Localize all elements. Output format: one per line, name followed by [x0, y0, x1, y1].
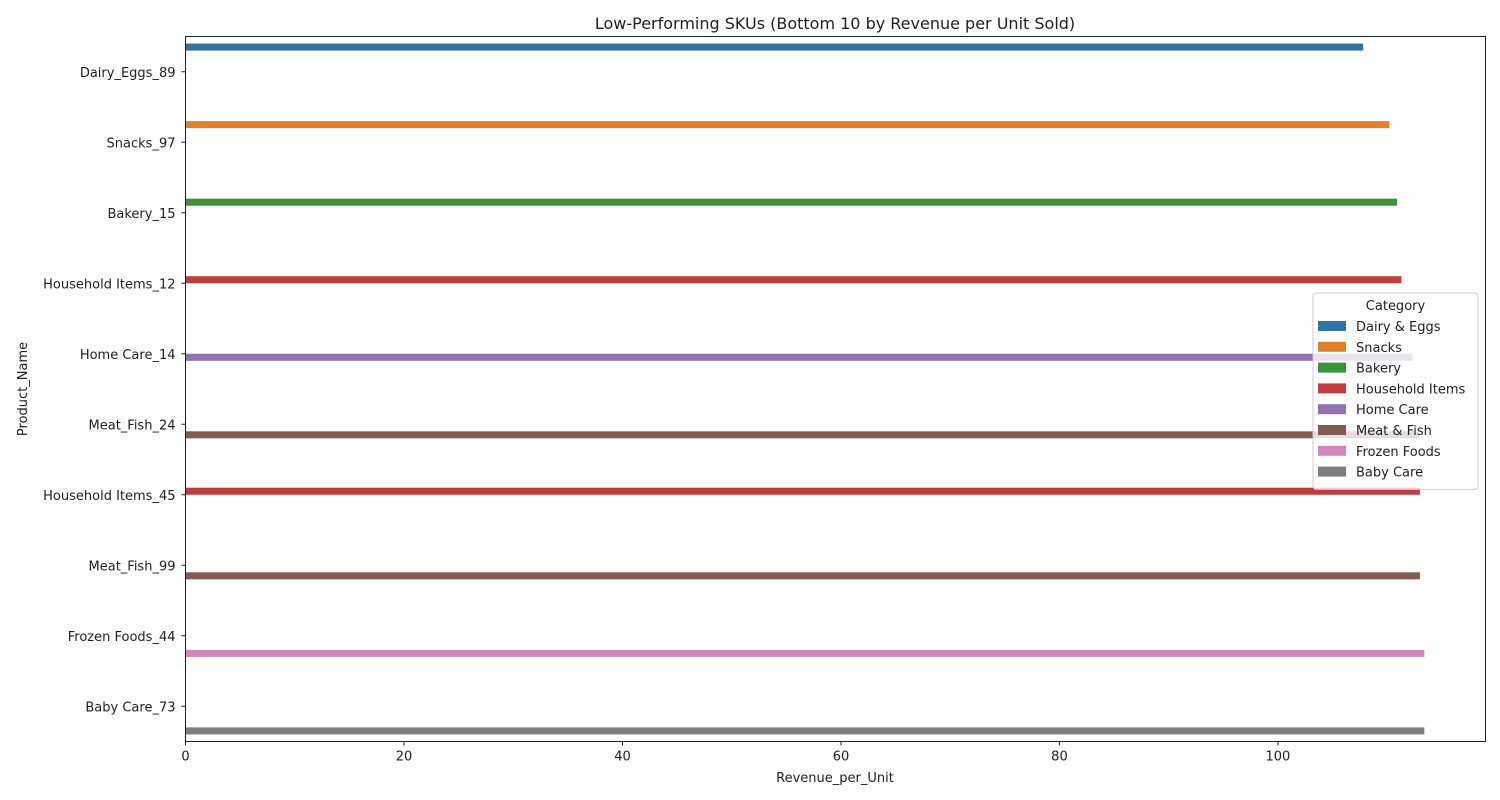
y-tick-label: Frozen Foods_44	[68, 630, 176, 645]
y-tick-label: Meat_Fish_99	[89, 559, 176, 574]
y-tick-label: Household Items_12	[43, 277, 175, 292]
y-tick-label: Home Care_14	[80, 348, 176, 363]
y-tick-label: Baby Care_73	[85, 700, 175, 715]
legend-swatch	[1318, 383, 1346, 394]
bar	[185, 649, 1425, 657]
legend-swatch	[1318, 362, 1346, 373]
legend-label: Home Care	[1356, 403, 1429, 418]
bar	[185, 727, 1425, 735]
legend-label: Meat & Fish	[1356, 424, 1432, 439]
bar	[185, 487, 1420, 495]
y-tick-label: Dairy_Eggs_89	[80, 66, 176, 81]
y-axis: Dairy_Eggs_89 Snacks_97 Bakery_15 Household…	[43, 66, 186, 715]
bar	[185, 276, 1402, 284]
x-axis: 0 20 40 60 80 100	[181, 741, 1291, 765]
bar	[185, 572, 1420, 580]
legend-swatch	[1318, 341, 1346, 352]
x-tick-label: 80	[1051, 750, 1068, 765]
x-tick-label: 60	[833, 750, 850, 765]
x-axis-title: Revenue_per_Unit	[776, 771, 894, 786]
bars-layer	[185, 43, 1425, 735]
bar	[185, 353, 1413, 361]
x-tick-label: 20	[396, 750, 413, 765]
bar	[185, 43, 1364, 51]
legend-swatch	[1318, 466, 1346, 477]
chart-title: Low-Performing SKUs (Bottom 10 by Revenu…	[595, 14, 1075, 33]
legend-label: Bakery	[1356, 362, 1401, 377]
legend-label: Household Items	[1356, 382, 1466, 397]
x-tick-label: 0	[181, 750, 189, 765]
x-tick-label: 100	[1266, 750, 1291, 765]
y-tick-label: Meat_Fish_24	[89, 418, 176, 433]
bar	[185, 431, 1419, 439]
legend-label: Baby Care	[1356, 466, 1423, 481]
legend-swatch	[1318, 404, 1346, 415]
legend-swatch	[1318, 445, 1346, 456]
bar	[185, 198, 1398, 206]
bar	[185, 121, 1390, 129]
legend-swatch	[1318, 321, 1346, 331]
legend: Category Dairy & Eggs Snacks Bakery Househol…	[1312, 292, 1479, 490]
legend-label: Snacks	[1356, 341, 1402, 356]
y-tick-label: Household Items_45	[43, 489, 175, 504]
legend-label: Frozen Foods	[1356, 445, 1441, 460]
legend-title: Category	[1366, 299, 1426, 314]
x-tick-label: 40	[614, 750, 631, 765]
y-tick-label: Bakery_15	[107, 207, 175, 222]
y-axis-title: Product_Name	[16, 342, 31, 436]
legend-box	[1312, 292, 1479, 490]
plot-frame	[185, 36, 1486, 742]
y-tick-label: Snacks_97	[107, 136, 176, 151]
legend-swatch	[1318, 425, 1346, 435]
legend-label: Dairy & Eggs	[1356, 320, 1441, 335]
